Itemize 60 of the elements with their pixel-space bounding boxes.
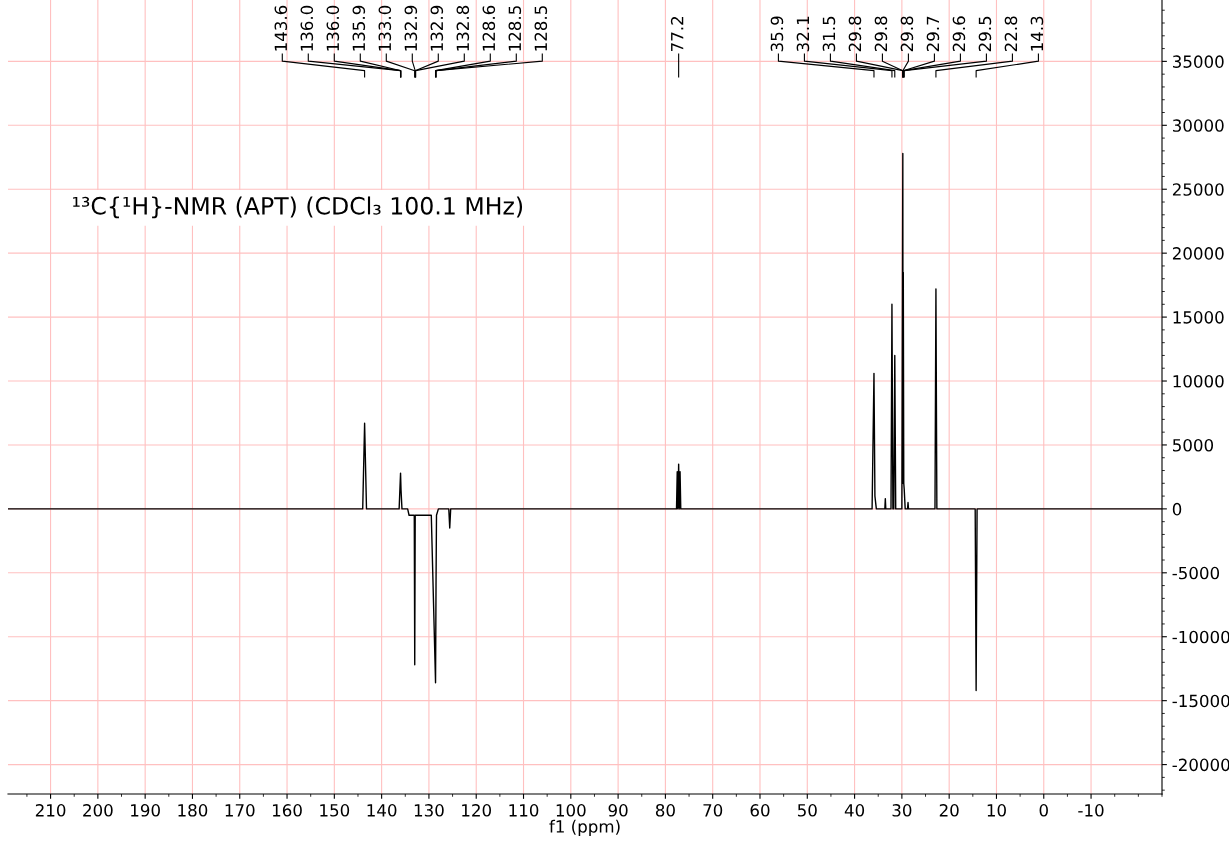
x-tick-label: 50 — [797, 804, 817, 817]
annotation: 128.5 — [534, 6, 548, 51]
y-tick-label: 0 — [1172, 502, 1182, 516]
x-tick-label: 100 — [556, 804, 586, 817]
annotation: 133.0 — [378, 5, 392, 51]
x-tick-label: 90 — [608, 804, 628, 817]
y-tick-label: 5000 — [1173, 438, 1214, 452]
x-tick-label: 160 — [272, 804, 302, 817]
annotation: 14.3 — [1030, 16, 1044, 51]
y-tick-label: 15000 — [1173, 311, 1224, 324]
annotation: 132.9 — [404, 5, 418, 51]
x-tick-label: 200 — [83, 804, 113, 817]
annotation: 29.8 — [874, 16, 888, 52]
y-tick-label: 35000 — [1172, 55, 1224, 68]
x-tick-label: 140 — [367, 804, 397, 817]
annotation: 29.8 — [900, 16, 914, 52]
y-tick-label: 20000 — [1172, 247, 1224, 260]
annotation: 136.0 — [300, 5, 314, 51]
annotation: 132.9 — [430, 5, 444, 51]
y-tick-label: -15000 — [1172, 694, 1229, 708]
x-tick-label: 20 — [939, 804, 959, 817]
x-tick-label: 110 — [509, 804, 539, 817]
annotation: 22.8 — [1004, 16, 1018, 52]
annotation: 29.6 — [952, 16, 966, 52]
x-tick-label: 60 — [750, 804, 770, 817]
x-tick-label: 120 — [462, 804, 492, 817]
y-tick-label: -20000 — [1172, 758, 1229, 772]
y-tick-label: 10000 — [1173, 374, 1224, 388]
x-axis-title: f1 (ppm) — [549, 819, 620, 836]
x-tick-label: 150 — [320, 804, 350, 817]
y-tick-label: 25000 — [1172, 183, 1224, 196]
x-tick-label: 40 — [844, 804, 865, 817]
text: ¹³C{¹H}-NMR (APT) (CDCl₃ 100.1 MHz) — [73, 196, 523, 219]
annotation: 143.6 — [274, 5, 288, 51]
x-tick-label: 30 — [892, 804, 912, 817]
annotation: 136.0 — [326, 5, 340, 51]
y-tick-label: 30000 — [1172, 119, 1224, 132]
annotation: 29.7 — [926, 16, 940, 52]
y-tick-label: -10000 — [1172, 630, 1229, 644]
annotation: 128.5 — [508, 6, 522, 51]
annotation: 29.8 — [848, 16, 862, 52]
annotation: 132.8 — [456, 5, 470, 51]
y-tick-label: -5000 — [1172, 566, 1220, 580]
annotation: 128.6 — [482, 5, 496, 51]
x-tick-label: 130 — [414, 804, 444, 817]
annotation: 77.2 — [670, 16, 684, 52]
annotation: 32.1 — [796, 16, 810, 52]
annotation: 31.5 — [822, 16, 836, 52]
annotation: 29.5 — [978, 16, 992, 52]
x-tick-label: 70 — [703, 804, 723, 817]
x-tick-label: -10 — [1078, 804, 1104, 817]
x-tick-label: 0 — [1039, 804, 1048, 817]
annotation: 135.9 — [352, 5, 366, 51]
annotation: 35.9 — [770, 16, 784, 52]
x-tick-label: 170 — [225, 804, 255, 817]
x-tick-label: 210 — [35, 804, 66, 817]
x-tick-label: 180 — [178, 804, 208, 817]
x-tick-label: 10 — [987, 804, 1006, 817]
x-tick-label: 190 — [131, 804, 160, 817]
x-tick-label: 80 — [655, 804, 675, 817]
